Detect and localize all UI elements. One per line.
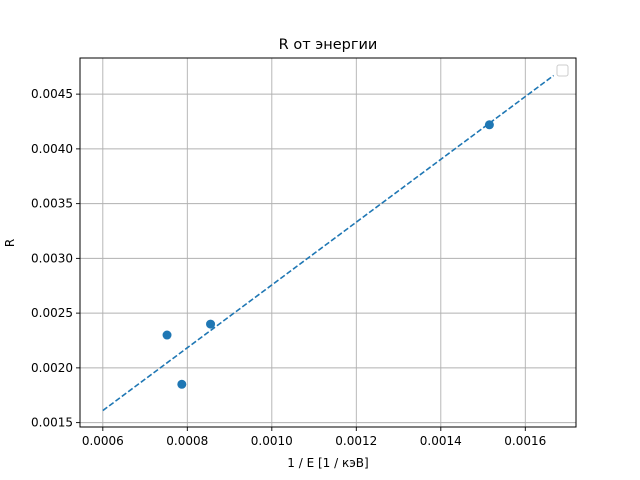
y-tick-label: 0.0035 xyxy=(31,197,73,211)
data-point xyxy=(206,319,216,329)
legend-box xyxy=(556,64,569,77)
x-tick-label: 0.0010 xyxy=(251,434,293,448)
x-tick-label: 0.0012 xyxy=(335,434,377,448)
points-group xyxy=(162,120,494,389)
x-tick-label: 0.0006 xyxy=(82,434,124,448)
x-axis-label: 1 / E [1 / кэВ] xyxy=(287,456,368,470)
y-tick-label: 0.0030 xyxy=(31,251,73,265)
data-point xyxy=(177,379,187,389)
y-tick-label: 0.0045 xyxy=(31,87,73,101)
chart-title: R от энергии xyxy=(279,37,378,53)
y-tick-label: 0.0020 xyxy=(31,361,73,375)
fit-line xyxy=(102,74,555,412)
data-point xyxy=(484,120,494,130)
fit-line-group xyxy=(102,74,555,412)
y-axis-label: R xyxy=(3,239,17,247)
y-tick-label: 0.0015 xyxy=(31,416,73,430)
data-point xyxy=(162,330,172,340)
grid xyxy=(80,58,576,427)
x-tick-label: 0.0016 xyxy=(504,434,546,448)
x-axis: 0.0006 0.0008 0.0010 0.0012 0.0014 0.0016 xyxy=(82,427,546,448)
x-tick-label: 0.0008 xyxy=(166,434,208,448)
y-tick-label: 0.0025 xyxy=(31,306,73,320)
x-tick-label: 0.0014 xyxy=(420,434,462,448)
y-tick-label: 0.0040 xyxy=(31,142,73,156)
plot-frame xyxy=(79,57,577,428)
y-axis: 0.0015 0.0020 0.0025 0.0030 0.0035 0.0040 0.00… xyxy=(31,87,80,430)
